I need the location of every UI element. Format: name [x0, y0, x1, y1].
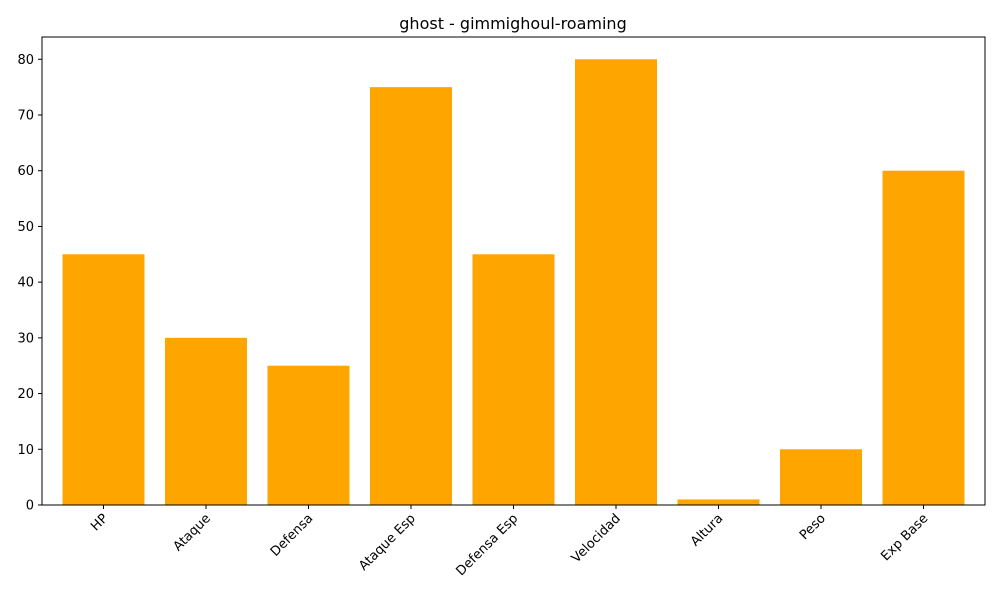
y-tick-label: 60 [17, 164, 34, 179]
chart-title: ghost - gimmighoul-roaming [399, 14, 626, 33]
x-tick-label: Ataque Esp [356, 511, 419, 574]
bar-exp-base [882, 170, 965, 505]
y-tick-label: 20 [17, 387, 34, 402]
y-tick-label: 80 [17, 53, 34, 68]
x-tick-label: Peso [797, 511, 829, 543]
x-tick-label: Velocidad [569, 511, 624, 566]
bar-velocidad [575, 59, 657, 506]
y-tick-label: 70 [17, 109, 34, 124]
bar-hp [62, 254, 145, 505]
bars-layer [62, 59, 965, 506]
x-tick-label: Exp Base [878, 511, 931, 564]
x-tick-label: Defensa Esp [453, 511, 521, 579]
bar-ataque-esp [370, 87, 452, 506]
y-tick-label: 50 [17, 220, 34, 235]
bar-defensa-esp [472, 254, 555, 505]
bar-altura [677, 499, 760, 505]
x-tick-label: HP [88, 511, 111, 534]
x-tick-label: Defensa [268, 511, 316, 559]
bar-peso [780, 449, 862, 505]
y-tick-label: 0 [26, 499, 34, 514]
x-tick-label: Ataque [171, 511, 214, 554]
x-tick-label: Altura [688, 511, 726, 549]
bar-defensa [267, 365, 350, 505]
y-tick-label: 10 [17, 443, 34, 458]
bar-ataque [165, 337, 247, 505]
y-tick-label: 30 [17, 331, 34, 346]
y-tick-label: 40 [17, 276, 34, 291]
